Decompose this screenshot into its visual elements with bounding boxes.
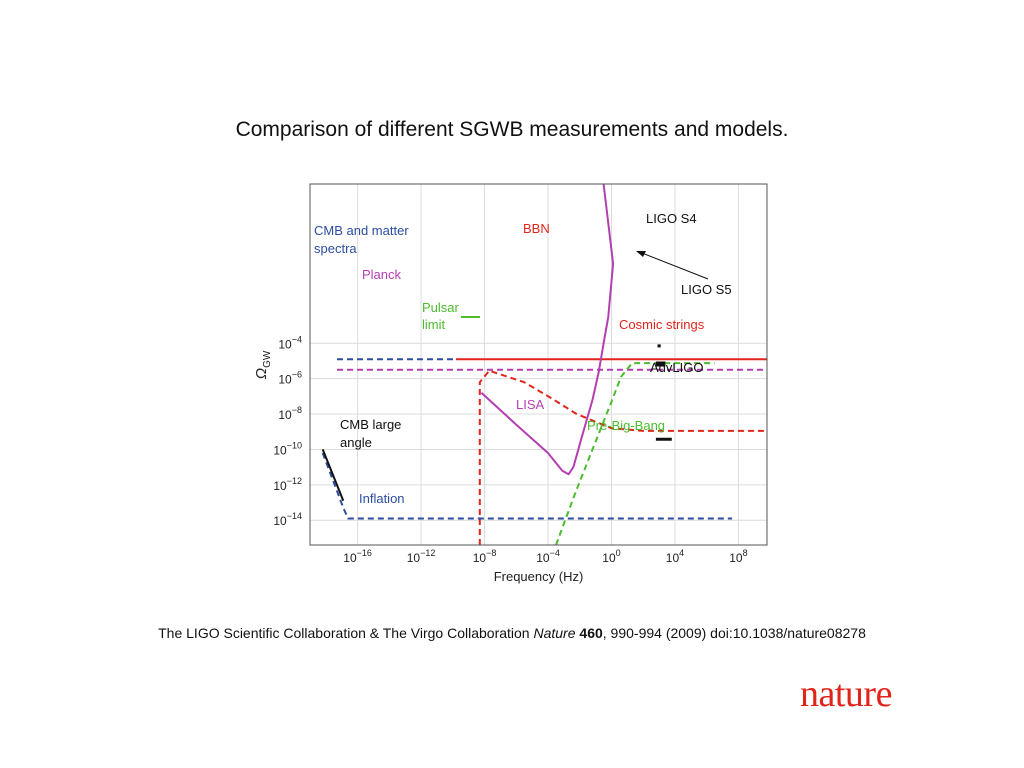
x-tick-label: 108 — [729, 548, 747, 565]
annotation-cmblarge1: CMB large — [340, 417, 401, 432]
annotation-prebb: Pre-Big-Bang — [587, 418, 665, 433]
citation: The LIGO Scientific Collaboration & The … — [0, 625, 1024, 641]
ligo-s5-pointer — [641, 252, 709, 280]
annotations: BBN CMB and matter spectra Planck Pulsar limi… — [314, 211, 732, 506]
grid-layer — [310, 184, 767, 545]
annotation-cosmic: Cosmic strings — [619, 317, 705, 332]
annotation-cmblarge2: angle — [340, 435, 372, 450]
series-cosmic-strings — [478, 369, 767, 545]
y-axis-label: ΩGW — [253, 350, 273, 379]
x-tick-label: 104 — [666, 548, 684, 565]
annotation-inflation: Inflation — [359, 491, 405, 506]
y-tick-label: 10−14 — [273, 511, 302, 528]
annotation-ligos5: LIGO S5 — [681, 282, 732, 297]
annotation-cmb1: CMB and matter — [314, 223, 409, 238]
series-lisa — [480, 183, 615, 476]
plot-frame — [309, 183, 768, 546]
series-layer — [321, 183, 767, 546]
series-pre-big-bang — [555, 362, 715, 546]
citation-volume: 460 — [579, 625, 603, 641]
annotation-bbn: BBN — [523, 221, 550, 236]
ligo-s5-arrowhead — [636, 251, 646, 257]
annotation-pulsar2: limit — [422, 317, 445, 332]
citation-rest: , 990-994 (2009) doi:10.1038/nature08278 — [602, 625, 866, 641]
citation-authors: The LIGO Scientific Collaboration & The … — [158, 625, 530, 641]
y-tick-label: 10−10 — [273, 440, 302, 457]
x-tick-labels: 10−16 10−12 10−8 10−4 100 104 108 — [343, 548, 747, 565]
y-axis-label-sub: GW — [262, 350, 273, 368]
citation-journal: Nature — [533, 625, 576, 641]
annotation-planck: Planck — [362, 267, 402, 282]
x-tick-label: 10−16 — [343, 548, 372, 565]
annotation-cmb2: spectra — [314, 241, 357, 256]
annotation-advligo: AdvLIGO — [650, 360, 703, 375]
nature-logo: nature — [800, 673, 892, 715]
y-tick-label: 10−8 — [278, 405, 302, 422]
series-inflation — [321, 452, 733, 520]
x-tick-label: 10−4 — [536, 548, 560, 565]
y-tick-label: 10−6 — [278, 370, 302, 387]
y-tick-label: 10−4 — [278, 334, 302, 351]
y-axis-label-omega: Ω — [253, 368, 270, 379]
annotation-pulsar1: Pulsar — [422, 300, 460, 315]
series-cmb-large-angle — [321, 449, 345, 502]
annotation-ligos4: LIGO S4 — [646, 211, 697, 226]
x-tick-label: 100 — [602, 548, 620, 565]
slide-title: Comparison of different SGWB measurement… — [235, 118, 789, 141]
x-axis-label: Frequency (Hz) — [494, 569, 584, 584]
annotation-lisa: LISA — [516, 397, 545, 412]
y-tick-labels: 10−4 10−6 10−8 10−10 10−12 10−14 — [273, 334, 302, 528]
y-tick-label: 10−12 — [273, 476, 302, 493]
x-tick-label: 10−8 — [473, 548, 497, 565]
x-tick-label: 10−12 — [407, 548, 436, 565]
